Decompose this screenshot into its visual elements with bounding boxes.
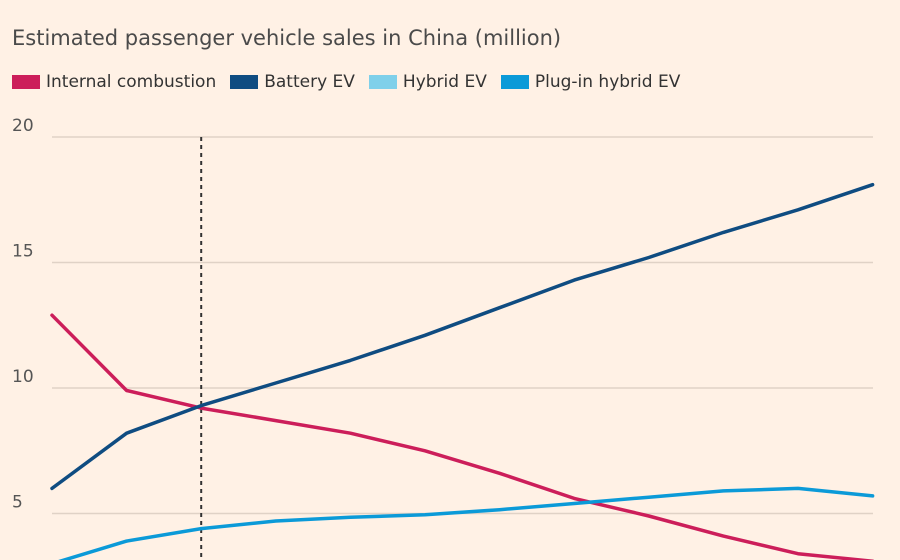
y-tick-label-10: 10 [12, 367, 34, 387]
legend-swatch-internal-combustion [12, 75, 40, 89]
y-tick-label-20: 20 [12, 116, 34, 136]
legend-item-internal-combustion: Internal combustion [12, 72, 216, 92]
legend-swatch-plugin-hybrid-ev [500, 75, 529, 89]
legend-swatch-battery-ev [230, 75, 259, 89]
series-line-battery-ev [50, 182, 875, 491]
legend-label-plugin-hybrid-ev: Plug-in hybrid EV [534, 72, 681, 92]
series-line-plug-in-hybrid-ev [58, 486, 875, 560]
chart-title: Estimated passenger vehicle sales in Chi… [12, 26, 562, 50]
y-tick-label-15: 15 [12, 242, 34, 262]
legend-label-hybrid-ev: Hybrid EV [402, 72, 487, 92]
legend-label-battery-ev: Battery EV [264, 72, 355, 92]
legend-item-hybrid-ev: Hybrid EV [368, 72, 487, 92]
legend-item-battery-ev: Battery EV [230, 72, 355, 92]
legend-label-internal-combustion: Internal combustion [46, 72, 217, 92]
legend-swatch-hybrid-ev [368, 75, 397, 89]
series-line-internal-combustion [50, 313, 874, 560]
legend-item-plugin-hybrid-ev: Plug-in hybrid EV [500, 72, 681, 92]
y-tick-label-5: 5 [12, 493, 23, 513]
legend: Internal combustion Battery EV Hybrid EV… [12, 72, 694, 92]
